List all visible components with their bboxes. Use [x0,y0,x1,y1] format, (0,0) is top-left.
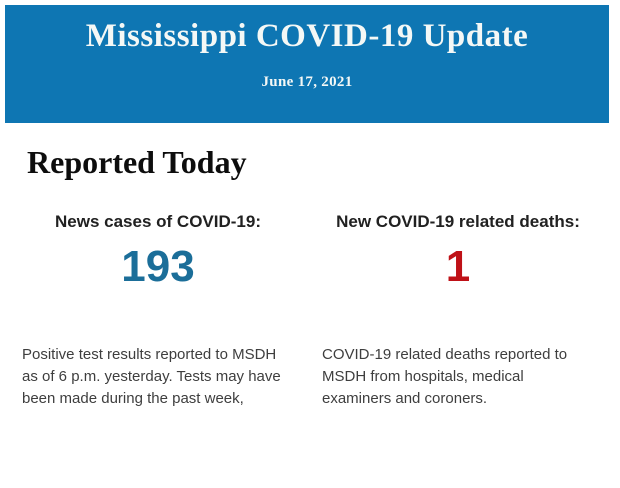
newsletter-page: Mississippi COVID-19 Update June 17, 202… [0,5,620,488]
stats-grid: News cases of COVID-19: 193 Positive tes… [0,212,620,410]
header-banner: Mississippi COVID-19 Update June 17, 202… [5,5,609,123]
new-deaths-value: 1 [445,241,471,291]
section-heading: Reported Today [27,144,247,180]
new-cases-label: News cases of COVID-19: [55,211,261,231]
new-cases-value: 193 [121,241,195,291]
new-cases-description: Positive test results reported to MSDH a… [22,345,281,407]
stat-new-cases: News cases of COVID-19: 193 Positive tes… [22,212,294,410]
newsletter-title: Mississippi COVID-19 Update [85,18,529,54]
new-deaths-label: New COVID-19 related deaths: [336,211,580,231]
main-content: Reported Today News cases of COVID-19: 1… [0,144,620,410]
new-deaths-description: COVID-19 related deaths reported to MSDH… [322,345,568,407]
newsletter-date: June 17, 2021 [261,73,353,90]
stat-new-deaths: New COVID-19 related deaths: 1 COVID-19 … [322,212,594,410]
